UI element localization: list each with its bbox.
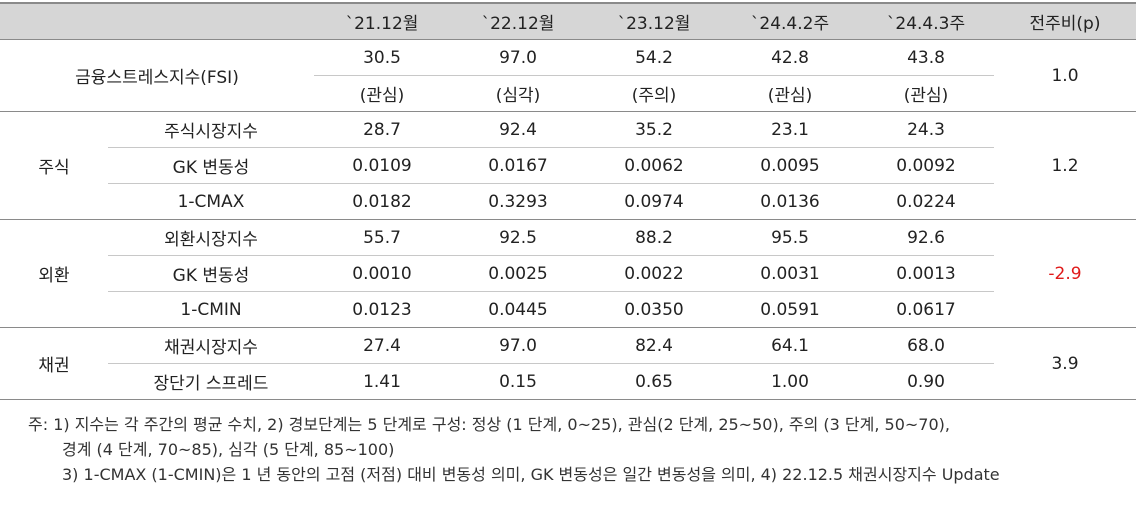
footnote-line: 3) 1-CMAX (1-CMIN)은 1 년 동안의 고점 (저점) 대비 변… bbox=[62, 465, 1000, 484]
table-row: GK 변동성 0.0010 0.0025 0.0022 0.0031 0.001… bbox=[0, 255, 1136, 292]
cell-value: 64.1 bbox=[722, 327, 858, 364]
header-blank bbox=[108, 2, 314, 40]
cell-value: 92.5 bbox=[450, 219, 586, 256]
cell-value: 0.0167 bbox=[450, 147, 586, 184]
cell-value: 0.0025 bbox=[450, 255, 586, 292]
cell-value: 0.0092 bbox=[858, 147, 994, 184]
row-label: 장단기 스프레드 bbox=[108, 363, 314, 400]
cell-value: 35.2 bbox=[586, 111, 722, 148]
cell-value: 0.0010 bbox=[314, 255, 450, 292]
cell-value: 0.0062 bbox=[586, 147, 722, 184]
table-row: GK 변동성 0.0109 0.0167 0.0062 0.0095 0.009… bbox=[0, 147, 1136, 184]
cell-value: 0.0445 bbox=[450, 291, 586, 328]
table-row: (관심) (심각) (주의) (관심) (관심) bbox=[0, 75, 1136, 112]
cell-value: 28.7 bbox=[314, 111, 450, 148]
cell-value: 55.7 bbox=[314, 219, 450, 256]
row-label: GK 변동성 bbox=[108, 147, 314, 184]
table-row: 외환 외환시장지수 55.7 92.5 88.2 95.5 92.6 -2.9 bbox=[0, 219, 1136, 328]
table-row: 채권 채권시장지수 27.4 97.0 82.4 64.1 68.0 3.9 bbox=[0, 327, 1136, 400]
fsi-value: 42.8 bbox=[722, 39, 858, 76]
cell-value: 68.0 bbox=[858, 327, 994, 364]
fsi-table: `21.12월 `22.12월 `23.12월 `24.4.2주 `24.4.3… bbox=[0, 2, 1136, 400]
fsi-stage: (관심) bbox=[314, 75, 450, 112]
cell-value: 0.0095 bbox=[722, 147, 858, 184]
cell-value: 0.0617 bbox=[858, 291, 994, 328]
cell-value: 0.0136 bbox=[722, 183, 858, 220]
fsi-stage: (주의) bbox=[586, 75, 722, 112]
fsi-stage: (관심) bbox=[858, 75, 994, 112]
cell-value: 0.0182 bbox=[314, 183, 450, 220]
cell-value: 0.0013 bbox=[858, 255, 994, 292]
row-label: GK 변동성 bbox=[108, 255, 314, 292]
group-label-bond: 채권 bbox=[0, 327, 108, 400]
cell-value: 24.3 bbox=[858, 111, 994, 148]
group-change-fx: -2.9 bbox=[994, 219, 1136, 328]
fsi-stage: (관심) bbox=[722, 75, 858, 112]
cell-value: 0.0031 bbox=[722, 255, 858, 292]
cell-value: 0.3293 bbox=[450, 183, 586, 220]
table-row: 주식 주식시장지수 28.7 92.4 35.2 23.1 24.3 1.2 bbox=[0, 111, 1136, 220]
cell-value: 95.5 bbox=[722, 219, 858, 256]
group-change-bond: 3.9 bbox=[994, 327, 1136, 400]
row-label: 1-CMIN bbox=[108, 291, 314, 328]
cell-value: 0.0591 bbox=[722, 291, 858, 328]
row-label: 1-CMAX bbox=[108, 183, 314, 220]
table-row: 1-CMIN 0.0123 0.0445 0.0350 0.0591 0.061… bbox=[0, 291, 1136, 328]
footnote-line: 주: 1) 지수는 각 주간의 평균 수치, 2) 경보단계는 5 단계로 구성… bbox=[28, 415, 950, 434]
cell-value: 0.15 bbox=[450, 363, 586, 400]
fsi-label: 금융스트레스지수(FSI) bbox=[0, 39, 314, 112]
group-label-stock: 주식 bbox=[0, 111, 108, 220]
cell-value: 0.0022 bbox=[586, 255, 722, 292]
cell-value: 23.1 bbox=[722, 111, 858, 148]
cell-value: 1.41 bbox=[314, 363, 450, 400]
col-header: `24.4.3주 bbox=[858, 2, 994, 40]
cell-value: 27.4 bbox=[314, 327, 450, 364]
header-blank bbox=[0, 2, 108, 40]
fsi-value: 43.8 bbox=[858, 39, 994, 76]
footnotes: 주: 1) 지수는 각 주간의 평균 수치, 2) 경보단계는 5 단계로 구성… bbox=[28, 412, 1000, 487]
col-header-change: 전주비(p) bbox=[994, 2, 1136, 40]
cell-value: 0.0109 bbox=[314, 147, 450, 184]
fsi-change: 1.0 bbox=[994, 39, 1136, 112]
row-label: 채권시장지수 bbox=[108, 327, 314, 364]
cell-value: 0.0350 bbox=[586, 291, 722, 328]
fsi-value: 97.0 bbox=[450, 39, 586, 76]
cell-value: 0.90 bbox=[858, 363, 994, 400]
col-header: `23.12월 bbox=[586, 2, 722, 40]
cell-value: 97.0 bbox=[450, 327, 586, 364]
row-label: 주식시장지수 bbox=[108, 111, 314, 148]
table-row: 금융스트레스지수(FSI) 30.5 97.0 54.2 42.8 43.8 1… bbox=[0, 39, 1136, 112]
cell-value: 0.0974 bbox=[586, 183, 722, 220]
cell-value: 1.00 bbox=[722, 363, 858, 400]
footnote-line: 경계 (4 단계, 70~85), 심각 (5 단계, 85~100) bbox=[62, 440, 395, 459]
fsi-stage: (심각) bbox=[450, 75, 586, 112]
col-header: `21.12월 bbox=[314, 2, 450, 40]
cell-value: 0.0123 bbox=[314, 291, 450, 328]
cell-value: 82.4 bbox=[586, 327, 722, 364]
group-label-fx: 외환 bbox=[0, 219, 108, 328]
cell-value: 92.4 bbox=[450, 111, 586, 148]
cell-value: 88.2 bbox=[586, 219, 722, 256]
cell-value: 0.0224 bbox=[858, 183, 994, 220]
fsi-value: 30.5 bbox=[314, 39, 450, 76]
col-header: `22.12월 bbox=[450, 2, 586, 40]
row-label: 외환시장지수 bbox=[108, 219, 314, 256]
cell-value: 0.65 bbox=[586, 363, 722, 400]
fsi-value: 54.2 bbox=[586, 39, 722, 76]
table-row: 장단기 스프레드 1.41 0.15 0.65 1.00 0.90 bbox=[0, 363, 1136, 400]
cell-value: 92.6 bbox=[858, 219, 994, 256]
header-row: `21.12월 `22.12월 `23.12월 `24.4.2주 `24.4.3… bbox=[0, 2, 1136, 40]
col-header: `24.4.2주 bbox=[722, 2, 858, 40]
group-change-stock: 1.2 bbox=[994, 111, 1136, 220]
table-row: 1-CMAX 0.0182 0.3293 0.0974 0.0136 0.022… bbox=[0, 183, 1136, 220]
